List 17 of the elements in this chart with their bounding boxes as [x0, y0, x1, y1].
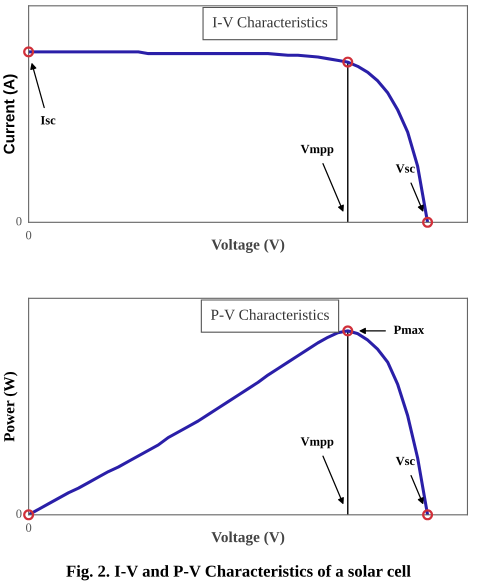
y-axis-title: Power (W) — [4, 372, 18, 442]
annotation: Pmax — [394, 326, 424, 334]
annotation: Vmpp — [300, 144, 334, 156]
text: 0 — [16, 509, 22, 518]
chart-title: I-V Characteristics — [212, 16, 328, 28]
text: 0 — [16, 216, 22, 226]
annotation: Vsc — [396, 456, 415, 466]
annotation: Vmpp — [300, 437, 334, 448]
chart-title: P-V Characteristics — [210, 309, 329, 320]
caption: Fig. 2. I-V and P-V Characteristics of a solar cell — [66, 564, 411, 580]
x-axis-title: Voltage (V) — [211, 531, 284, 546]
y-axis-title: Current (A) — [3, 74, 18, 154]
annotation: Vsc — [396, 164, 415, 173]
x-axis-title: Voltage (V) — [211, 238, 284, 253]
text: 0 — [26, 230, 32, 240]
annotation: Isc — [40, 116, 56, 124]
text: 0 — [26, 523, 32, 532]
